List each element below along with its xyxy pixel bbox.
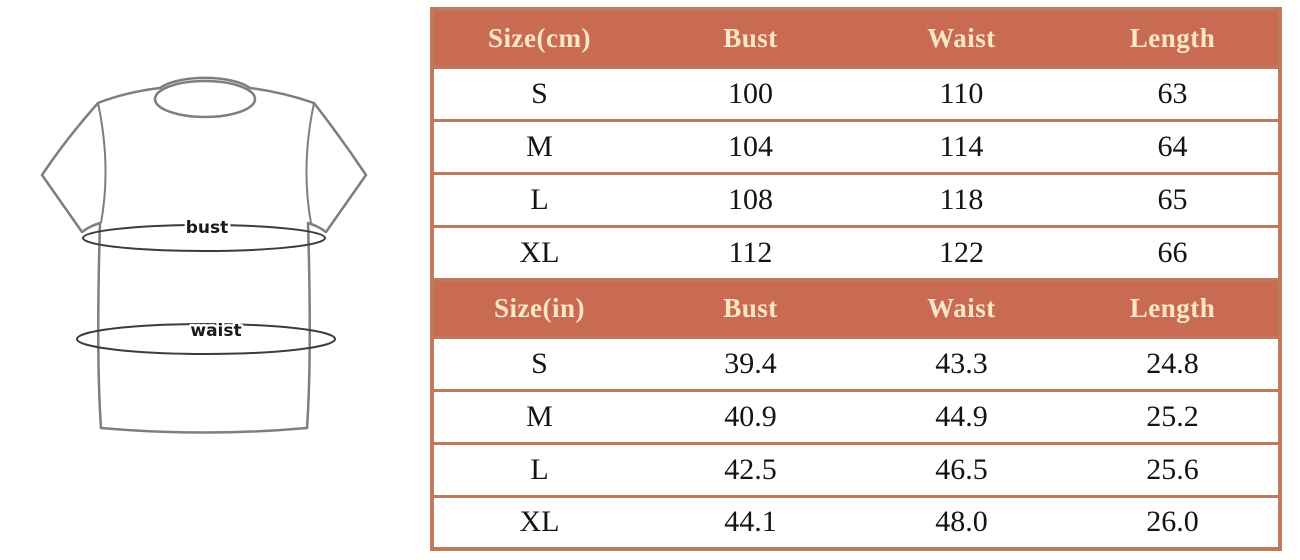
measurement-cell: 114 — [939, 129, 984, 163]
measurement-cell: 66 — [1157, 235, 1188, 269]
measurement-cell: 46.5 — [935, 452, 988, 486]
column-header-bust: Bust — [644, 279, 856, 337]
measurement-cell: 122 — [938, 235, 984, 269]
waist-label: waist — [190, 321, 241, 341]
size-cell: XL — [519, 505, 560, 539]
measurement-cell: 100 — [727, 76, 773, 110]
left-sleeve-seam — [97, 102, 107, 224]
measurement-cell: 25.6 — [1146, 452, 1199, 486]
row-in-m: M 40.9 44.9 25.2 — [432, 390, 1280, 443]
measurement-cell: 64 — [1157, 129, 1188, 163]
measurement-cell: 112 — [728, 235, 773, 269]
measurement-cell: 25.2 — [1146, 399, 1199, 433]
size-cell: M — [526, 399, 553, 433]
measurement-cell: 39.4 — [724, 346, 777, 380]
column-header-waist: Waist — [855, 9, 1067, 67]
measurement-cell: 44.1 — [724, 505, 777, 539]
measurement-cell: 40.9 — [724, 399, 777, 433]
size-table: Size(cm) Bust Waist Length S 100 110 63 … — [430, 7, 1282, 551]
measurement-cell: 63 — [1157, 76, 1188, 110]
waist-ellipse — [76, 323, 336, 355]
row-in-s: S 39.4 43.3 24.8 — [432, 337, 1280, 390]
measurement-cell: 24.8 — [1146, 346, 1199, 380]
size-cell: S — [531, 346, 548, 380]
measurement-cell: 110 — [939, 76, 984, 110]
measurement-cell: 44.9 — [935, 399, 988, 433]
bust-label: bust — [186, 218, 229, 238]
right-sleeve-seam — [305, 102, 315, 224]
row-cm-s: S 100 110 63 — [432, 67, 1280, 120]
size-cell: L — [530, 452, 549, 486]
tshirt-diagram: bust waist — [0, 55, 420, 485]
row-in-xl: XL 44.1 48.0 26.0 — [432, 496, 1280, 549]
collar-ellipse — [153, 79, 257, 119]
row-cm-m: M 104 114 64 — [432, 120, 1280, 173]
measurement-cell: 108 — [727, 182, 773, 216]
column-header-length: Length — [1066, 279, 1280, 337]
cm-header-row: Size(cm) Bust Waist Length — [432, 9, 1280, 67]
row-in-l: L 42.5 46.5 25.6 — [432, 443, 1280, 496]
measurement-cell: 43.3 — [935, 346, 988, 380]
size-cell: L — [530, 182, 549, 216]
size-cell: M — [526, 129, 553, 163]
measurement-cell: 42.5 — [724, 452, 777, 486]
tshirt-outline — [40, 76, 368, 434]
column-header-waist: Waist — [855, 279, 1067, 337]
column-header-size-cm: Size(cm) — [432, 9, 645, 67]
size-cell: S — [531, 76, 548, 110]
measurement-cell: 65 — [1157, 182, 1188, 216]
bust-ellipse — [82, 224, 326, 252]
column-header-length: Length — [1066, 9, 1280, 67]
measurement-cell: 118 — [939, 182, 984, 216]
column-header-bust: Bust — [644, 9, 856, 67]
size-cell: XL — [519, 235, 560, 269]
measurement-cell: 48.0 — [935, 505, 988, 539]
measurement-cell: 26.0 — [1146, 505, 1199, 539]
column-header-size-in: Size(in) — [432, 279, 645, 337]
tshirt-svg: bust waist — [40, 76, 368, 434]
in-header-row: Size(in) Bust Waist Length — [432, 279, 1280, 337]
row-cm-l: L 108 118 65 — [432, 173, 1280, 226]
measurement-cell: 104 — [727, 129, 773, 163]
row-cm-xl: XL 112 122 66 — [432, 226, 1280, 279]
